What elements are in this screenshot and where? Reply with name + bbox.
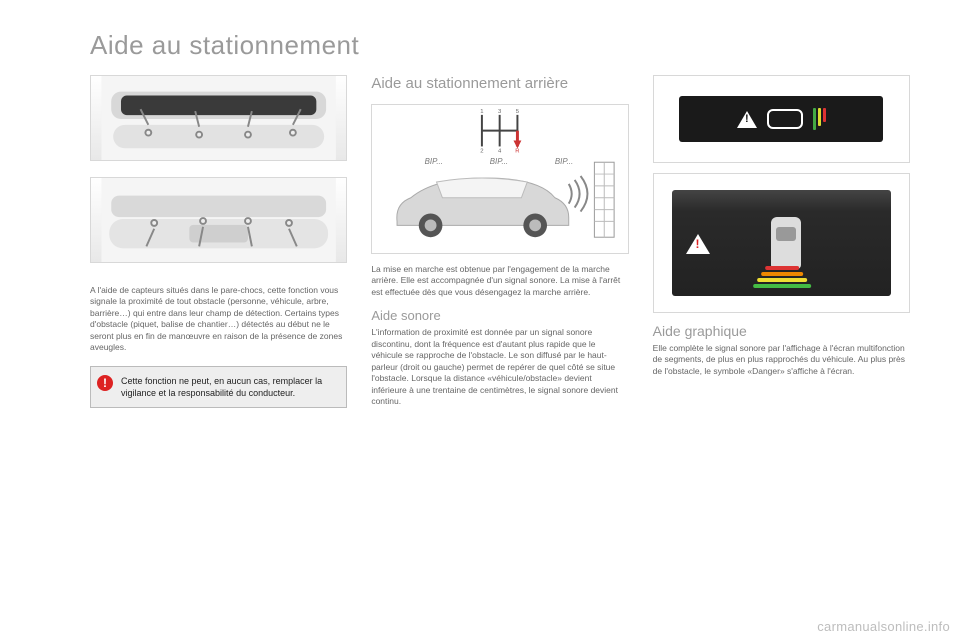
mono-display-screen bbox=[679, 96, 883, 142]
distance-arcs bbox=[753, 266, 811, 288]
bip-label: BIP... bbox=[555, 157, 573, 166]
bip-label: BIP... bbox=[490, 157, 508, 166]
svg-text:2: 2 bbox=[481, 148, 484, 154]
distance-bars bbox=[813, 108, 826, 130]
car-top-icon bbox=[767, 109, 803, 129]
multi-display-illustration bbox=[653, 173, 910, 313]
col3-body: Elle complète le signal sonore par l'aff… bbox=[653, 343, 910, 377]
svg-text:R: R bbox=[516, 148, 520, 154]
col1-body: A l'aide de capteurs situés dans le pare… bbox=[90, 285, 347, 354]
column-middle: Aide au stationnement arrière 1 bbox=[371, 75, 628, 415]
aide-graphique-title: Aide graphique bbox=[653, 323, 910, 339]
warning-icon: ! bbox=[97, 375, 113, 391]
mono-display-illustration bbox=[653, 75, 910, 163]
svg-text:1: 1 bbox=[481, 109, 484, 115]
col2-body2: L'information de proximité est donnée pa… bbox=[371, 327, 628, 407]
warning-triangle-icon bbox=[686, 234, 710, 254]
warning-text: Cette fonction ne peut, en aucun cas, re… bbox=[121, 375, 336, 399]
rear-parking-title: Aide au stationnement arrière bbox=[371, 75, 628, 94]
col2-body1: La mise en marche est obtenue par l'enga… bbox=[371, 264, 628, 298]
columns: A l'aide de capteurs situés dans le pare… bbox=[90, 75, 910, 415]
multi-display-screen bbox=[672, 190, 892, 296]
rear-bumper-illustration bbox=[90, 177, 347, 263]
bumper-illustrations bbox=[90, 75, 347, 273]
column-left: A l'aide de capteurs situés dans le pare… bbox=[90, 75, 347, 415]
front-bumper-illustration bbox=[90, 75, 347, 161]
warning-triangle-icon bbox=[737, 111, 757, 128]
page-title: Aide au stationnement bbox=[90, 30, 910, 61]
column-right: Aide graphique Elle complète le signal s… bbox=[653, 75, 910, 415]
watermark: carmanualsonline.info bbox=[817, 619, 950, 634]
page: Aide au stationnement bbox=[0, 0, 960, 640]
aide-sonore-title: Aide sonore bbox=[371, 308, 628, 323]
bip-label: BIP... bbox=[425, 157, 443, 166]
gear-car-illustration: 1 3 5 2 4 R bbox=[371, 104, 628, 254]
warning-box: ! Cette fonction ne peut, en aucun cas, … bbox=[90, 366, 347, 408]
car-top-icon bbox=[771, 217, 801, 269]
